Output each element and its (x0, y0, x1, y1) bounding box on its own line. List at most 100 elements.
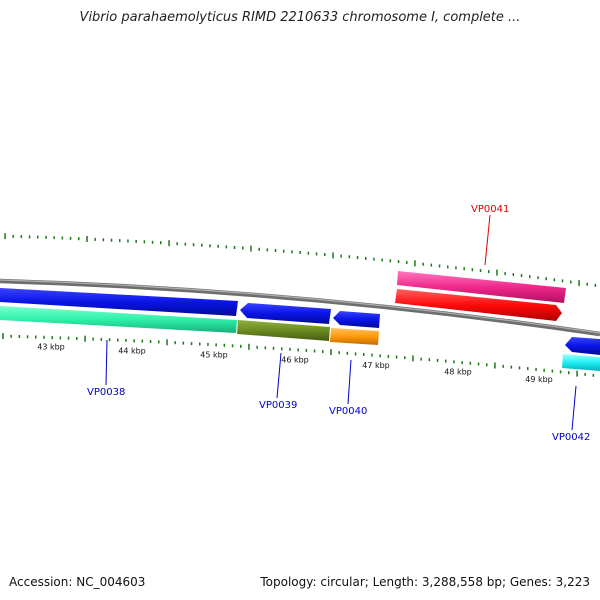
minor-tick (553, 278, 556, 282)
minor-tick (389, 259, 392, 263)
major-tick (166, 339, 168, 346)
minor-tick (510, 365, 513, 369)
minor-tick (28, 235, 31, 239)
minor-tick (346, 351, 349, 355)
minor-tick (543, 368, 545, 372)
minor-tick (225, 245, 228, 249)
feature-vp0042-cyan[interactable] (562, 354, 600, 371)
feature-vp0041-pink[interactable] (397, 271, 566, 303)
minor-tick (94, 237, 96, 241)
minor-tick (535, 367, 537, 371)
minor-tick (117, 338, 119, 342)
feature-vp0039-olive[interactable] (237, 320, 330, 341)
minor-tick (297, 348, 299, 352)
minor-tick (406, 261, 408, 264)
major-tick (414, 260, 416, 267)
minor-tick (127, 239, 129, 243)
minor-tick (559, 370, 562, 374)
gene-label-vp0039[interactable]: VP0039 (259, 400, 297, 411)
minor-tick (354, 352, 357, 356)
minor-tick (92, 337, 94, 341)
kbp-label: 48 kbp (444, 368, 472, 377)
gene-label-vp0042[interactable]: VP0042 (552, 432, 590, 443)
minor-tick (158, 340, 160, 344)
minor-tick (51, 336, 53, 340)
minor-tick (281, 347, 283, 351)
minor-tick (348, 255, 351, 259)
minor-tick (486, 363, 488, 367)
minor-tick (570, 280, 572, 284)
minor-tick (315, 252, 318, 256)
kbp-label: 43 kbp (37, 343, 65, 352)
minor-tick (266, 248, 269, 252)
inner-tick-row (2, 333, 595, 377)
minor-tick (100, 337, 103, 341)
minor-tick (420, 357, 422, 361)
feature-vp0040-orange[interactable] (330, 328, 379, 345)
minor-tick (445, 359, 447, 363)
gene-label-vp0041[interactable]: VP0041 (471, 204, 509, 215)
map-title: Vibrio parahaemolyticus RIMD 2210633 chr… (79, 10, 521, 25)
minor-tick (592, 373, 595, 377)
minor-tick (529, 275, 531, 279)
major-tick (86, 236, 88, 242)
minor-tick (469, 361, 472, 365)
minor-tick (37, 235, 39, 239)
feature-vp0038-blue[interactable] (0, 288, 238, 316)
accession-text: Accession: NC_004603 (9, 575, 146, 589)
minor-tick (289, 347, 291, 351)
minor-tick (119, 239, 121, 243)
minor-tick (18, 335, 21, 338)
minor-tick (26, 335, 29, 339)
minor-tick (201, 243, 203, 247)
minor-tick (217, 244, 219, 248)
minor-tick (373, 257, 375, 261)
topology-text: Topology: circular; Length: 3,288,558 bp… (260, 575, 590, 589)
major-tick (248, 343, 250, 350)
minor-tick (110, 238, 113, 242)
gene-label-vp0038[interactable]: VP0038 (87, 387, 125, 398)
feature-vp0042-blue[interactable] (565, 337, 600, 355)
minor-tick (512, 273, 515, 277)
minor-tick (502, 364, 504, 368)
leader-vp0040 (347, 359, 352, 405)
minor-tick (10, 334, 12, 338)
minor-tick (151, 240, 154, 244)
minor-tick (12, 234, 14, 238)
minor-tick (518, 366, 521, 370)
minor-tick (223, 343, 226, 347)
feature-vp0040-blue[interactable] (333, 311, 380, 328)
kbp-label: 47 kbp (362, 361, 390, 370)
minor-tick (305, 348, 308, 352)
minor-tick (307, 251, 310, 255)
minor-tick (20, 235, 23, 239)
minor-tick (428, 358, 431, 362)
leader-vp0041 (484, 214, 491, 266)
leader-vp0039 (276, 352, 282, 399)
major-tick (332, 252, 334, 259)
minor-tick (35, 335, 37, 339)
feature-vp0038-teal[interactable] (0, 306, 237, 333)
major-tick (84, 335, 86, 342)
minor-tick (174, 341, 176, 345)
minor-tick (430, 263, 433, 267)
minor-tick (387, 354, 390, 358)
chromosome-backbone (0, 278, 600, 337)
major-tick (330, 349, 332, 356)
minor-tick (438, 264, 441, 268)
minor-tick (488, 270, 490, 274)
feature-vp0039-blue[interactable] (240, 303, 331, 324)
minor-tick (231, 344, 234, 348)
minor-tick (274, 249, 277, 252)
gene-label-vp0040[interactable]: VP0040 (329, 406, 367, 417)
minor-tick (447, 265, 449, 269)
feature-vp0041-red[interactable] (395, 289, 562, 321)
minor-tick (61, 236, 64, 240)
minor-tick (258, 247, 260, 251)
major-tick (578, 280, 580, 287)
minor-tick (108, 338, 111, 342)
leader-vp0042 (571, 385, 577, 431)
minor-tick (461, 361, 463, 365)
minor-tick (479, 269, 482, 273)
